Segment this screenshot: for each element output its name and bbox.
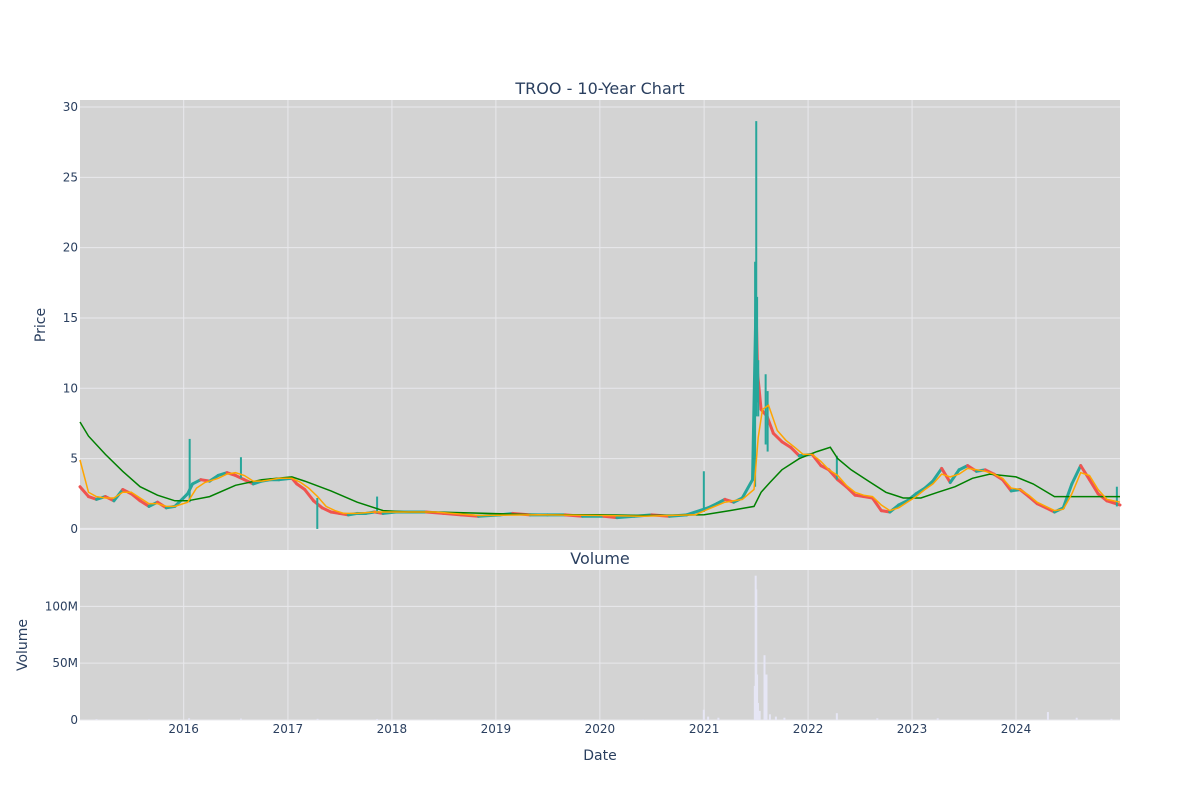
volume-bar — [756, 674, 759, 720]
volume-bar — [774, 716, 777, 720]
x-tick-labels: 2016 2017 2018 2019 2020 2021 2022 2023 2024 — [168, 722, 1031, 736]
volume-bar — [239, 718, 242, 720]
volume-gridlines — [80, 570, 1120, 721]
price-y-tick-label: 5 — [70, 452, 78, 466]
price-y-tick-label: 30 — [63, 100, 78, 114]
volume-bar — [376, 718, 379, 720]
price-candle-segment — [1070, 464, 1083, 486]
volume-y-tick-label: 100M — [45, 599, 78, 613]
price-candle-segment — [931, 466, 944, 483]
volume-subplot-title: Volume — [570, 549, 630, 568]
price-y-tick-label: 0 — [70, 522, 78, 536]
price-candle-segment — [1044, 506, 1056, 514]
price-candle-segment — [844, 485, 857, 497]
volume-bar — [642, 719, 645, 720]
price-candle-segment — [870, 496, 883, 513]
volume-bar — [765, 674, 768, 720]
volume-bars — [95, 575, 1113, 721]
volume-bar — [835, 713, 838, 720]
price-candle-segment — [602, 514, 619, 520]
volume-bar — [702, 709, 705, 720]
x-tick-label: 2017 — [273, 722, 304, 736]
volume-bar — [768, 714, 771, 720]
volume-bar — [756, 702, 759, 720]
price-candle-segment — [957, 464, 970, 472]
price-candle-segment — [1088, 478, 1100, 496]
volume-y-tick-label: 0 — [70, 713, 78, 727]
price-candle-segment — [1035, 502, 1048, 510]
price-y-tick-label: 10 — [63, 381, 78, 395]
price-candle-segment — [129, 492, 142, 503]
price-y-tick-label: 15 — [63, 311, 78, 325]
price-candle-segment — [771, 431, 784, 444]
x-tick-label: 2018 — [377, 722, 408, 736]
price-candle-segment — [320, 506, 333, 514]
price-candle-segment — [715, 497, 727, 506]
price-candle-segment — [923, 479, 935, 490]
price-candle-segment — [789, 445, 801, 458]
x-tick-label: 2016 — [168, 722, 199, 736]
volume-bar — [717, 717, 720, 720]
volume-bar — [433, 719, 436, 720]
price-y-tick-label: 20 — [63, 241, 78, 255]
volume-bar — [755, 589, 758, 720]
price-candle-segment — [78, 485, 91, 499]
chart-title: TROO - 10-Year Chart — [514, 79, 684, 98]
volume-bar — [95, 719, 98, 720]
volume-y-tick-label: 50M — [52, 656, 78, 670]
price-candle-segment — [836, 478, 848, 489]
ma-short-line — [79, 404, 1121, 518]
price-candle-segment — [706, 502, 719, 510]
price-candle-segment — [216, 471, 229, 477]
price-candle-segment — [914, 486, 927, 496]
price-candle-segment — [780, 440, 793, 449]
volume-bar — [763, 655, 766, 720]
x-tick-label: 2024 — [1001, 722, 1032, 736]
volume-bar — [758, 710, 761, 720]
volume-bar — [876, 718, 879, 720]
price-candle-segment — [897, 499, 909, 507]
price-candle-segment — [295, 482, 307, 492]
price-candle-segment — [191, 478, 203, 486]
x-axis-title: Date — [583, 748, 616, 764]
price-candle-segment — [740, 478, 755, 500]
volume-bar — [316, 718, 319, 720]
price-candle-segment — [1027, 495, 1039, 506]
x-tick-label: 2021 — [689, 722, 720, 736]
price-candle-segment — [1001, 478, 1013, 493]
volume-bar — [147, 719, 150, 720]
volume-bar — [1075, 717, 1078, 720]
price-gridlines — [80, 100, 1120, 550]
volume-bar — [707, 716, 710, 720]
x-tick-label: 2020 — [585, 722, 616, 736]
price-series — [78, 121, 1122, 529]
price-candle-segment — [138, 499, 151, 508]
x-tick-label: 2023 — [897, 722, 928, 736]
x-tick-label: 2019 — [481, 722, 512, 736]
ma-long-line — [79, 421, 1120, 517]
volume-bar — [1110, 718, 1113, 720]
volume-bar — [936, 718, 939, 720]
x-tick-label: 2022 — [793, 722, 824, 736]
volume-y-tick-labels: 0 50M 100M — [45, 599, 78, 727]
price-y-tick-labels: 0 5 10 15 20 25 30 — [63, 100, 78, 536]
price-axis-title: Price — [33, 308, 49, 342]
price-y-tick-label: 25 — [63, 170, 78, 184]
volume-axis-title: Volume — [15, 619, 31, 671]
volume-bar — [188, 718, 191, 720]
price-candle-segment — [1079, 464, 1092, 482]
volume-bar — [783, 717, 786, 720]
volume-bar — [537, 719, 540, 721]
volume-bar — [1046, 712, 1049, 720]
price-candle-segment — [303, 488, 316, 503]
